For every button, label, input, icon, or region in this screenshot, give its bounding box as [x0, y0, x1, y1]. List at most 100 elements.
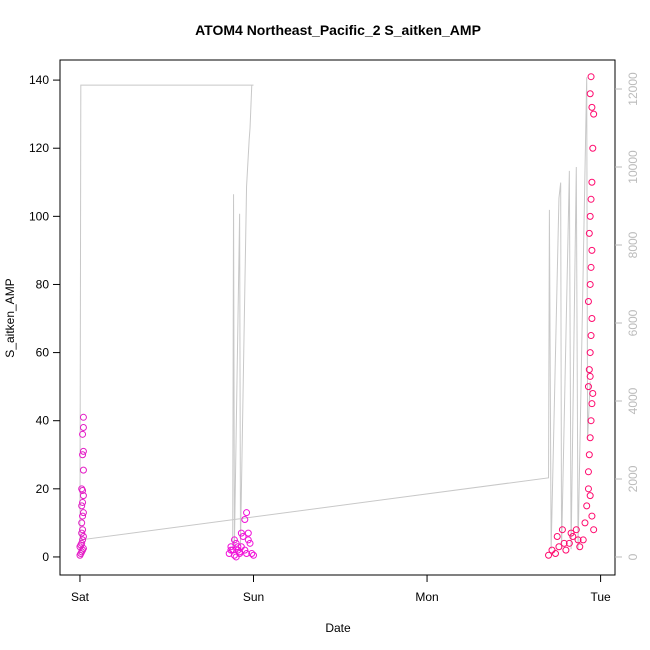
y2-tick-label: 2000 — [626, 465, 640, 492]
point — [588, 103, 596, 111]
point — [583, 502, 591, 510]
point — [79, 533, 87, 541]
y-tick-label: 20 — [36, 482, 50, 496]
y2-tick-label: 10000 — [626, 150, 640, 184]
point — [230, 536, 238, 544]
point — [78, 539, 86, 547]
point — [79, 466, 87, 474]
point — [79, 451, 87, 459]
point — [553, 533, 561, 541]
point — [584, 383, 592, 391]
point — [589, 389, 597, 397]
y-axis-label: S_aitken_AMP — [3, 278, 17, 357]
point — [565, 539, 573, 547]
point — [576, 543, 584, 551]
y-tick-label: 80 — [36, 277, 50, 291]
point — [588, 315, 596, 323]
point — [586, 492, 594, 500]
point — [545, 551, 553, 559]
point — [585, 451, 593, 459]
point — [584, 297, 592, 305]
point — [586, 372, 594, 380]
point — [581, 519, 589, 527]
point — [584, 468, 592, 476]
y-tick-label: 140 — [29, 73, 49, 87]
point — [574, 536, 582, 544]
point — [227, 543, 235, 551]
point — [588, 400, 596, 408]
point — [79, 536, 87, 544]
point — [79, 498, 87, 506]
point — [78, 502, 86, 510]
point — [239, 533, 247, 541]
point — [590, 110, 598, 118]
point — [586, 90, 594, 98]
point — [586, 349, 594, 357]
y2-tick-label: 12000 — [626, 72, 640, 106]
point — [584, 485, 592, 493]
y2-tick-label: 8000 — [626, 231, 640, 258]
point — [572, 526, 580, 534]
point — [555, 543, 563, 551]
point — [246, 539, 254, 547]
point — [244, 536, 252, 544]
point — [243, 509, 251, 517]
x-axis-label: Date — [325, 621, 351, 635]
point — [79, 526, 87, 534]
point — [244, 529, 252, 537]
y-tick-label: 0 — [42, 550, 49, 564]
point — [78, 529, 86, 537]
point — [78, 485, 86, 493]
point — [585, 229, 593, 237]
point — [551, 550, 559, 558]
point — [587, 263, 595, 271]
point — [241, 515, 249, 523]
point — [562, 546, 570, 554]
point — [248, 550, 256, 558]
point — [79, 509, 87, 517]
point — [79, 512, 87, 520]
y-tick-label: 120 — [29, 141, 49, 155]
point — [79, 413, 87, 421]
point — [590, 526, 598, 534]
y2-tick-label: 4000 — [626, 387, 640, 414]
point — [79, 424, 87, 432]
point — [567, 529, 575, 537]
point — [588, 246, 596, 254]
point — [588, 178, 596, 186]
point — [586, 280, 594, 288]
point — [79, 430, 87, 438]
point — [587, 195, 595, 203]
point — [589, 144, 597, 152]
y-tick-label: 100 — [29, 209, 49, 223]
y-tick-label: 60 — [36, 346, 50, 360]
point — [579, 536, 587, 544]
point — [588, 512, 596, 520]
point — [587, 332, 595, 340]
y2-tick-label: 6000 — [626, 309, 640, 336]
point — [250, 551, 258, 559]
point — [243, 550, 251, 558]
point — [586, 434, 594, 442]
chart-title: ATOM4 Northeast_Pacific_2 S_aitken_AMP — [195, 22, 481, 38]
point — [569, 533, 577, 541]
point — [558, 526, 566, 534]
x-tick-label: Mon — [415, 590, 438, 604]
x-tick-label: Tue — [590, 590, 611, 604]
point — [587, 417, 595, 425]
point — [232, 539, 240, 547]
y-tick-label: 40 — [36, 414, 50, 428]
point — [585, 366, 593, 374]
point — [587, 73, 595, 81]
y2-tick-label: 0 — [626, 553, 640, 560]
point — [237, 529, 245, 537]
point — [586, 212, 594, 220]
x-tick-label: Sun — [243, 590, 264, 604]
plot-frame — [59, 59, 616, 576]
x-tick-label: Sat — [71, 590, 90, 604]
point — [78, 519, 86, 527]
point — [236, 548, 244, 556]
point — [79, 447, 87, 455]
